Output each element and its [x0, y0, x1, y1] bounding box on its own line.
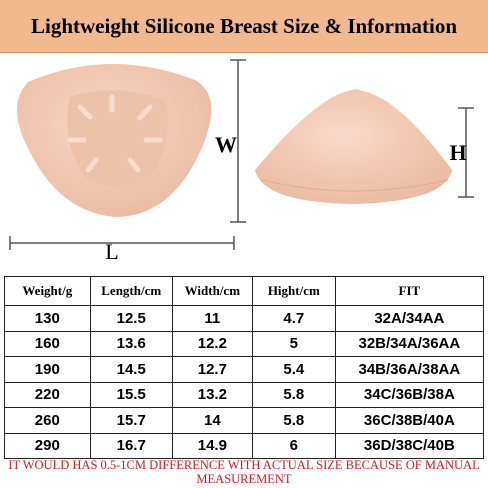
table-cell: 36D/38C/40B	[334, 432, 485, 459]
table-cell: 32A/34AA	[334, 305, 485, 332]
dimension-lines	[9, 59, 474, 250]
table-cell: 160	[4, 330, 91, 357]
cavity-ridges	[67, 94, 163, 173]
column-header: Width/cm	[171, 276, 253, 306]
table-row: 130 12.5 11 4.7 32A/34AA	[4, 305, 485, 332]
table-cell: 260	[4, 407, 91, 434]
column-header: Hight/cm	[251, 276, 336, 306]
table-cell: 130	[4, 305, 91, 332]
table-cell: 14.9	[171, 432, 253, 459]
height-label: H	[449, 140, 466, 165]
table-cell: 220	[4, 381, 91, 408]
header-row: Weight/g Length/cm Width/cm Hight/cm FIT	[4, 276, 485, 306]
breast-form-side	[255, 90, 452, 204]
product-diagram: W L H	[9, 59, 474, 264]
base-ridge	[261, 179, 449, 192]
table-cell: 36C/38B/40A	[334, 407, 485, 434]
nipple	[351, 89, 361, 95]
table-cell: 32B/34A/36AA	[334, 330, 485, 357]
table-row: 160 13.6 12.2 5 32B/34A/36AA	[4, 330, 485, 357]
column-header: Weight/g	[4, 276, 91, 306]
table-cell: 15.5	[89, 381, 173, 408]
table-cell: 5.4	[251, 356, 336, 383]
table-row: 260 15.7 14 5.8 36C/38B/40A	[4, 407, 485, 434]
table-cell: 14	[171, 407, 253, 434]
table-cell: 13.6	[89, 330, 173, 357]
table-cell: 5.8	[251, 381, 336, 408]
table-cell: 12.5	[89, 305, 173, 332]
table-row: 290 16.7 14.9 6 36D/38C/40B	[4, 432, 485, 459]
width-label: W	[215, 132, 237, 157]
table-row: 190 14.5 12.7 5.4 34B/36A/38AA	[4, 356, 485, 383]
table-cell: 290	[4, 432, 91, 459]
length-label: L	[105, 239, 118, 264]
table-cell: 4.7	[251, 305, 336, 332]
table-cell: 16.7	[89, 432, 173, 459]
table-cell: 12.2	[171, 330, 253, 357]
table-cell: 5	[251, 330, 336, 357]
table-row: 220 15.5 13.2 5.8 34C/36B/38A	[4, 381, 485, 408]
table-cell: 15.7	[89, 407, 173, 434]
column-header: Length/cm	[89, 276, 173, 306]
title: Lightweight Silicone Breast Size & Infor…	[0, 0, 488, 53]
footer-note: IT WOULD HAS 0.5-1CM DIFFERENCE WITH ACT…	[8, 458, 480, 486]
table-cell: 13.2	[171, 381, 253, 408]
column-header: FIT	[334, 276, 485, 306]
table-cell: 190	[4, 356, 91, 383]
table-cell: 34B/36A/38AA	[334, 356, 485, 383]
table-cell: 11	[171, 305, 253, 332]
table-cell: 34C/36B/38A	[334, 381, 485, 408]
table-cell: 12.7	[171, 356, 253, 383]
table-cell: 14.5	[89, 356, 173, 383]
table-cell: 5.8	[251, 407, 336, 434]
size-table: Weight/g Length/cm Width/cm Hight/cm FIT 130…	[4, 276, 485, 459]
table-cell: 6	[251, 432, 336, 459]
